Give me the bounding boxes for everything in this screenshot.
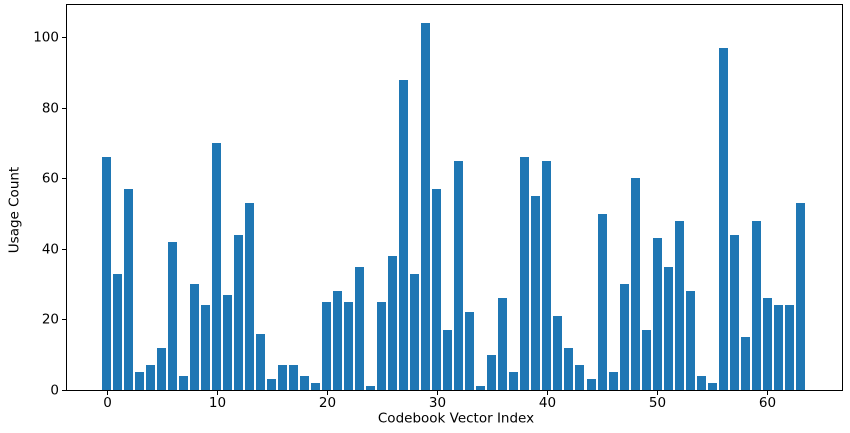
bar [135,372,144,390]
x-tick-label: 30 [428,395,447,411]
y-tick [62,108,66,109]
x-tick-label: 60 [758,395,777,411]
bar [575,365,584,390]
x-tick-label: 0 [103,395,112,411]
x-tick [657,391,658,395]
y-tick-label: 60 [41,169,59,186]
x-tick [107,391,108,395]
bar [553,316,562,390]
bar [520,157,529,390]
bar [465,312,474,390]
x-tick-label: 40 [538,395,557,411]
y-tick-label: 40 [41,240,59,257]
y-tick-label: 0 [50,381,59,398]
bar [542,161,551,390]
bar [664,267,673,390]
x-tick [327,391,328,395]
y-tick [62,390,66,391]
bar [168,242,177,390]
y-tick-label: 80 [41,99,59,116]
bar [300,376,309,390]
bar [157,348,166,390]
plot-area: 0 20 40 60 80 100 0 10 20 30 40 50 60 [33,4,843,410]
x-tick-label: 20 [318,395,337,411]
x-tick [767,391,768,395]
bar [190,284,199,390]
bar [598,214,607,390]
y-tick [62,37,66,38]
bar [564,348,573,390]
bar [675,221,684,390]
y-tick-label: 20 [41,310,59,327]
bar [609,372,618,390]
bar [686,291,695,390]
bar [289,365,298,390]
bar [399,80,408,390]
bar [741,337,750,390]
bar [443,330,452,390]
bar [752,221,761,390]
bar [631,178,640,390]
bar [432,189,441,390]
bar [333,291,342,390]
bar [223,295,232,390]
y-tick [62,319,66,320]
bar [311,383,320,390]
bar [509,372,518,390]
y-tick-label: 100 [33,28,59,45]
bar [388,256,397,390]
x-tick [217,391,218,395]
bar [763,298,772,390]
bar [487,355,496,390]
x-axis-label: Codebook Vector Index [377,410,535,427]
bar [454,161,463,390]
bar [102,157,111,390]
bar [245,203,254,390]
bar [774,305,783,390]
bar [212,143,221,390]
bar [719,48,728,390]
bar [498,298,507,390]
bar [322,302,331,390]
y-tick [62,249,66,250]
bar [366,386,375,390]
bar [355,267,364,390]
bar [146,365,155,390]
bar [730,235,739,390]
bar [796,203,805,390]
bar [620,284,629,390]
bar [708,383,717,390]
x-tick-label: 10 [208,395,227,411]
x-tick-label: 50 [648,395,667,411]
bar [234,235,243,390]
y-axis-label: Usage Count [6,166,23,254]
bar [642,330,651,390]
y-tick [62,178,66,179]
bar [267,379,276,390]
x-tick [437,391,438,395]
bar [377,302,386,390]
bar [531,196,540,390]
bar [785,305,794,390]
bar [113,274,122,390]
bar [124,189,133,390]
bar [653,238,662,390]
bar [421,23,430,390]
bar [587,379,596,390]
x-tick [547,391,548,395]
bar [278,365,287,390]
bar [179,376,188,390]
bar [344,302,353,390]
bar [697,376,706,390]
bar [256,334,265,390]
bar [201,305,210,390]
bar [476,386,485,390]
bar [410,274,419,390]
